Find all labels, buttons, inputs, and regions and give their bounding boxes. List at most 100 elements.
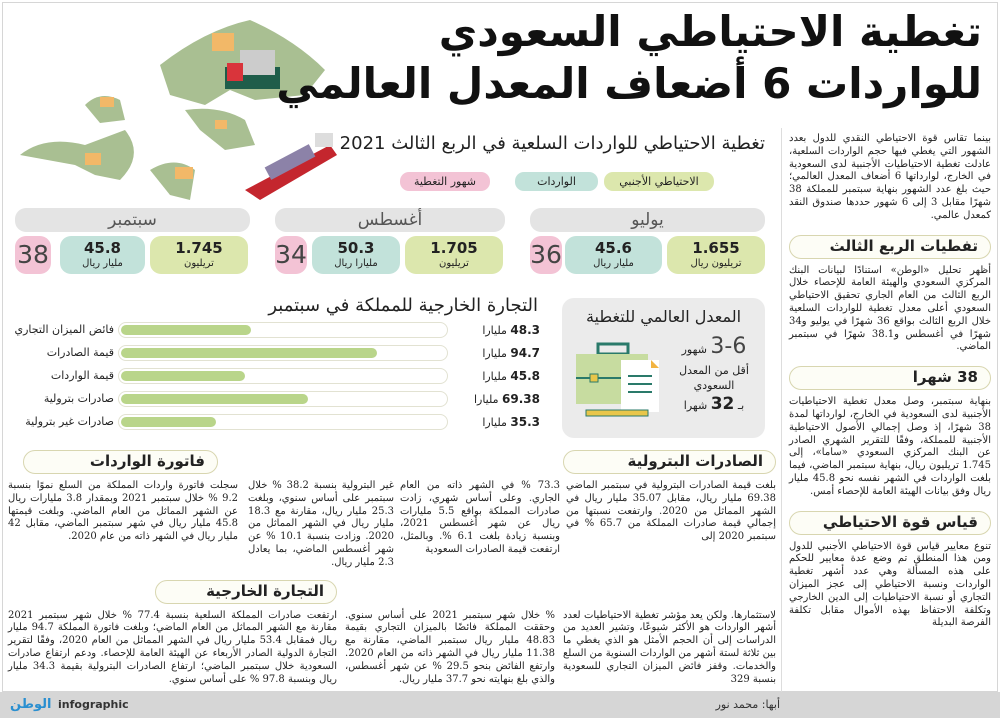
- unit: مليار ريال: [82, 258, 123, 269]
- trade-label: صادرات غير بترولية: [25, 415, 114, 428]
- section-heading-reserve-strength: قياس قوة الاحتياطي: [789, 510, 991, 535]
- truck-icon: [225, 50, 280, 89]
- q3-paragraph: أظهر تحليل «الوطن» استنادًا لبيانات البن…: [789, 264, 991, 353]
- trade-bar: [121, 371, 245, 381]
- bottom-row-2: لاستثمارها. ولكن يعد مؤشر تغطية الاحتياط…: [8, 579, 776, 687]
- unit: مليار ريال: [593, 258, 634, 269]
- trade-value-unit: مليارا: [482, 324, 507, 337]
- trade-surplus-paragraph: % خلال شهر سبتمبر 2021 على أساس سنوي. وح…: [345, 609, 555, 685]
- foreign-trade-section: التجارة الخارجية ارتفعت صادرات المملكة ا…: [8, 579, 337, 687]
- diff-value: 32: [710, 394, 735, 414]
- cargo-box-icon: [85, 33, 234, 179]
- legend-imports: الواردات: [515, 172, 598, 191]
- july-imports: 45.6 مليار ريال: [565, 236, 662, 274]
- section-heading-38-months: 38 شهرا: [789, 366, 991, 391]
- sidebar: بينما تقاس قوة الاحتياطي النقدي للدول بع…: [789, 133, 991, 630]
- unit: تريليون: [439, 258, 469, 269]
- trade-value-unit: مليارا: [473, 393, 499, 406]
- months-word: شهور: [681, 343, 707, 356]
- bottom-sections: الصادرات البترولية بلغت قيمة الصادرات ال…: [8, 450, 776, 686]
- intro-paragraph: بينما تقاس قوة الاحتياطي النقدي للدول بع…: [789, 133, 992, 221]
- legend-months: شهور التغطية: [400, 172, 490, 191]
- less-than-text: أقل من المعدل السعودي: [679, 364, 749, 392]
- credit: أبها: محمد نور: [715, 698, 780, 711]
- main-title: تغطية الاحتياطي السعودي للواردات 6 أضعاف …: [7, 6, 982, 110]
- section-heading-q3: تفطيات الربع الثالث: [789, 234, 991, 259]
- trade-value-number: 45.8: [510, 369, 540, 383]
- trade-value-number: 35.3: [510, 415, 540, 429]
- petroleum-paragraph-1: بلغت قيمة الصادرات البترولية في سبتمبر ا…: [566, 480, 777, 543]
- value: 1.705: [430, 239, 478, 257]
- value: 45.6: [594, 239, 632, 257]
- trade-value-number: 69.38: [502, 392, 540, 406]
- trade-bar-track: [118, 322, 448, 338]
- month-header-july: يوليو: [530, 208, 765, 232]
- trade-value: 35.3 مليارا: [450, 414, 540, 431]
- bottom-row-1: الصادرات البترولية بلغت قيمة الصادرات ال…: [8, 450, 776, 570]
- trade-value-unit: مليارا: [482, 416, 507, 429]
- global-rate-box: المعدل العالمي للتغطية 3-6 شهور أقل من ا…: [562, 298, 765, 438]
- by-word: بـ: [737, 399, 745, 412]
- legend-reserve: الاحتياطي الأجنبي: [604, 172, 714, 191]
- value: 1.655: [692, 239, 740, 257]
- july-reserve: 1.655 تريليون ريال: [667, 236, 765, 274]
- month-header-august: أغسطس: [275, 208, 505, 232]
- september-reserve: 1.745 تريليون: [150, 236, 248, 274]
- petroleum-paragraph-2: 73.3 % في الشهر ذاته من العام الجاري. وع…: [400, 480, 560, 555]
- unit: تريليون ريال: [690, 258, 742, 269]
- reserve-indicator-paragraph: لاستثمارها. ولكن يعد مؤشر تغطية الاحتياط…: [562, 609, 776, 685]
- import-bill-section: فاتورة الواردات سجلت فاتورة واردات الممل…: [8, 450, 238, 544]
- section-heading-petroleum-exports: الصادرات البترولية: [563, 450, 776, 474]
- trade-bar: [121, 325, 251, 335]
- petroleum-paragraph-3: غير البترولية بنسبة 38.2 % خلال سبتمبر ع…: [248, 480, 394, 568]
- divider: [781, 128, 782, 692]
- global-range: 3-6: [710, 334, 747, 359]
- 38-months-paragraph: بنهاية سبتمبر، وصل معدل تغطية الاحتياطيا…: [789, 396, 991, 497]
- trade-label: قيمة الواردات: [50, 369, 114, 382]
- august-imports: 50.3 مليارا ريال: [312, 236, 400, 274]
- title-line-2: للواردات 6 أضعاف المعدل العالمي: [276, 59, 982, 108]
- unit: تريليون: [184, 258, 214, 269]
- global-rate-title: المعدل العالمي للتغطية: [585, 307, 742, 326]
- petroleum-section: الصادرات البترولية بلغت قيمة الصادرات ال…: [248, 450, 776, 570]
- september-coverage: 38: [15, 236, 51, 274]
- august-coverage: 34: [275, 236, 307, 274]
- world-map-illustration: [20, 20, 337, 200]
- trade-bar-track: [118, 345, 448, 361]
- trade-bar-track: [118, 414, 448, 430]
- global-rate-text: 3-6 شهور أقل من المعدل السعودي بـ 32 شهر…: [668, 334, 760, 417]
- trade-title: التجارة الخارجية للمملكة في سبتمبر: [268, 295, 538, 316]
- unit: مليارا ريال: [334, 258, 378, 269]
- trade-bar: [121, 348, 377, 358]
- trade-value: 94.7 مليارا: [450, 345, 540, 362]
- briefcase-document-icon: [576, 342, 659, 417]
- trade-value-number: 94.7: [510, 346, 540, 360]
- trade-label: فائض الميزان التجاري: [14, 323, 114, 336]
- august-reserve: 1.705 تريليون: [405, 236, 503, 274]
- value: 1.745: [175, 239, 223, 257]
- september-imports: 45.8 مليار ريال: [60, 236, 145, 274]
- trade-bar: [121, 394, 308, 404]
- brand-logo: الوطن: [10, 697, 52, 712]
- section-heading-import-bill: فاتورة الواردات: [23, 450, 218, 474]
- month-header-september: سبتمبر: [15, 208, 250, 232]
- frame: [2, 2, 998, 692]
- footer: الوطن infographic أبها: محمد نور: [0, 692, 1000, 718]
- diff-unit: شهرا: [683, 399, 708, 412]
- trade-value-unit: مليارا: [482, 370, 507, 383]
- trade-value-number: 48.3: [510, 323, 540, 337]
- reserve-strength-paragraph: تنوع معايير قياس قوة الاحتياطي الأجنبي ل…: [789, 540, 991, 629]
- value: 50.3: [337, 239, 375, 257]
- subtitle: تغطية الاحتياطي للواردات السلعية في الرب…: [339, 133, 765, 154]
- section-heading-foreign-trade: التجارة الخارجية: [155, 579, 337, 604]
- trade-value: 45.8 مليارا: [450, 368, 540, 385]
- title-line-1: تغطية الاحتياطي السعودي: [438, 7, 982, 56]
- july-coverage: 36: [530, 236, 562, 274]
- import-bill-paragraph: سجلت فاتورة واردات المملكة من السلع نموً…: [8, 480, 238, 543]
- trade-value: 69.38 مليارا: [450, 391, 540, 408]
- trade-label: قيمة الصادرات: [46, 346, 114, 359]
- infographic-label: infographic: [58, 698, 129, 711]
- petroleum-columns: بلغت قيمة الصادرات البترولية في سبتمبر ا…: [248, 480, 776, 570]
- trade-bar-track: [118, 391, 448, 407]
- value: 45.8: [83, 239, 121, 257]
